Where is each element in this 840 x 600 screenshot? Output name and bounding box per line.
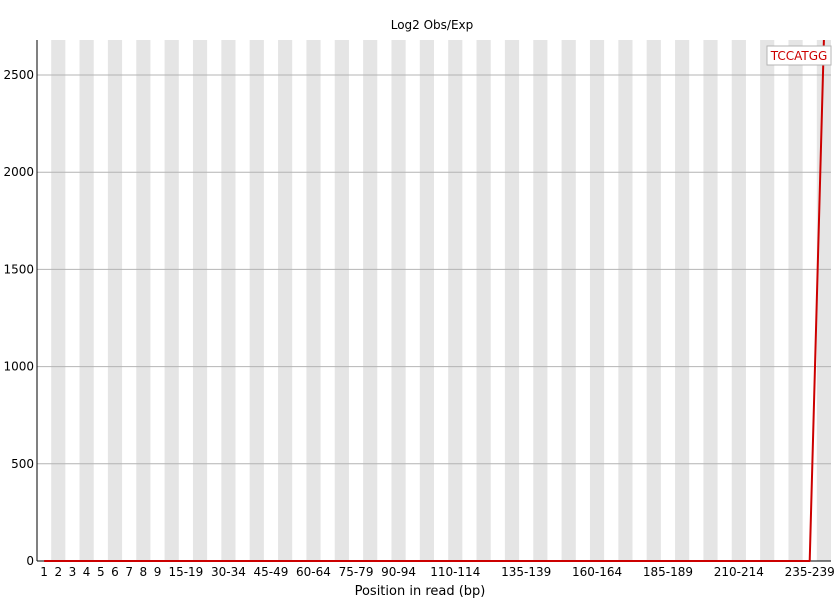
- x-tick-label: 1: [40, 565, 48, 579]
- x-tick-label: 30-34: [211, 565, 246, 579]
- stripe-band: [731, 40, 746, 561]
- x-tick-label: 60-64: [296, 565, 331, 579]
- stripe-band: [646, 40, 661, 561]
- stripe-band-group: [51, 40, 831, 561]
- legend-entry: TCCATGG: [770, 49, 828, 63]
- gridline-group: [37, 74, 831, 465]
- stripe-band: [221, 40, 236, 561]
- series-group: [44, 39, 825, 562]
- x-tick-label: 9: [154, 565, 162, 579]
- stripe-band: [476, 40, 491, 561]
- x-tick-label: 75-79: [339, 565, 374, 579]
- stripe-band: [618, 40, 633, 561]
- legend: TCCATGG: [766, 45, 832, 66]
- stripe-band: [363, 40, 378, 561]
- stripe-band: [51, 40, 66, 561]
- x-tick-label: 5: [97, 565, 105, 579]
- stripe-band: [760, 40, 775, 561]
- stripe-band: [306, 40, 321, 561]
- x-tick-label: 4: [83, 565, 91, 579]
- stripe-band: [504, 40, 520, 561]
- stripe-band: [589, 40, 605, 561]
- x-tick-label: 2: [54, 565, 62, 579]
- stripe-band: [816, 40, 831, 561]
- x-tick-label: 3: [69, 565, 77, 579]
- y-tick-label: 1000: [3, 360, 34, 374]
- stripe-band: [703, 40, 718, 561]
- x-axis-label: Position in read (bp): [355, 584, 486, 599]
- stripe-band: [136, 40, 151, 561]
- stripe-band: [334, 40, 349, 561]
- x-tick-label: 6: [111, 565, 119, 579]
- y-tick-label: 2000: [3, 165, 34, 179]
- x-tick-label: 90-94: [381, 565, 416, 579]
- y-tick-labels: 0 500 1000 1500 2000 2500: [3, 68, 34, 568]
- y-tick-label: 1500: [3, 262, 34, 276]
- x-tick-label: 160-164: [572, 565, 622, 579]
- chart-title: Log2 Obs/Exp: [391, 18, 474, 32]
- y-tick-label: 2500: [3, 68, 34, 82]
- x-tick-label: 110-114: [430, 565, 480, 579]
- x-tick-label: 185-189: [643, 565, 693, 579]
- stripe-band: [561, 40, 576, 561]
- stripe-band: [164, 40, 179, 561]
- stripe-band: [391, 40, 406, 561]
- x-tick-label: 15-19: [168, 565, 203, 579]
- x-tick-label: 235-239: [785, 565, 835, 579]
- stripe-band: [533, 40, 548, 561]
- x-tick-label: 45-49: [254, 565, 289, 579]
- stripe-band: [419, 40, 434, 561]
- y-tick-label: 500: [11, 457, 34, 471]
- x-tick-label: 210-214: [714, 565, 764, 579]
- stripe-band: [107, 40, 123, 561]
- stripe-band: [675, 40, 690, 561]
- stripe-band: [249, 40, 264, 561]
- stripe-band: [79, 40, 94, 561]
- x-tick-label: 135-139: [501, 565, 551, 579]
- stripe-band: [448, 40, 463, 561]
- stripe-band: [788, 40, 803, 561]
- y-tick-label: 0: [26, 554, 34, 568]
- x-tick-label: 8: [140, 565, 148, 579]
- series-line: [44, 39, 825, 562]
- legend-box: [766, 45, 832, 66]
- x-tick-label: 7: [125, 565, 133, 579]
- stripe-band: [192, 40, 208, 561]
- x-tick-labels: 1 2 3 4 5 6 7 8 9 15-19 30-34 45-49 60-64 75-79 90-94 1…: [40, 565, 835, 579]
- stripe-band: [278, 40, 293, 561]
